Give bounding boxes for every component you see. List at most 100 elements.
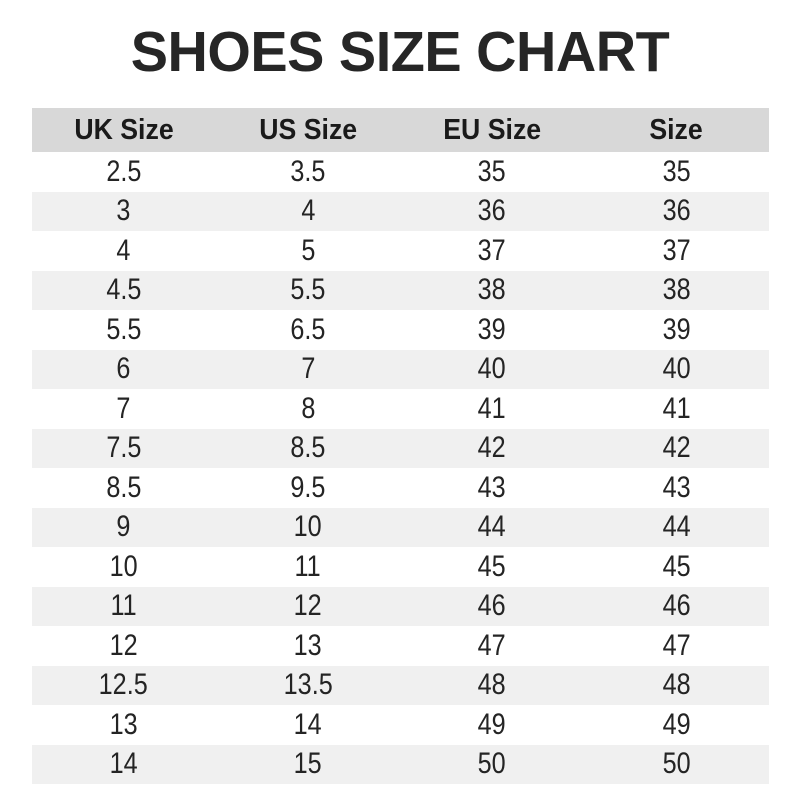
table-row: 10 11 45 45 bbox=[31, 547, 769, 587]
table-cell: 4 bbox=[32, 234, 216, 268]
size-value: 36 bbox=[478, 194, 507, 228]
table-cell: 15 bbox=[216, 747, 400, 781]
table-row: 4 5 37 37 bbox=[31, 231, 769, 271]
table-cell: 40 bbox=[400, 352, 584, 386]
column-header-label: Size bbox=[649, 113, 704, 146]
table-cell: 13.5 bbox=[216, 668, 400, 702]
table-cell: 48 bbox=[584, 668, 768, 702]
size-value: 47 bbox=[478, 628, 507, 662]
table-cell: 46 bbox=[400, 589, 584, 623]
size-value: 37 bbox=[478, 233, 507, 267]
size-value: 49 bbox=[478, 707, 507, 741]
table-cell: 14 bbox=[32, 747, 216, 781]
table-cell: 14 bbox=[216, 708, 400, 742]
size-value: 5.5 bbox=[290, 273, 326, 307]
table-row: 7.5 8.5 42 42 bbox=[31, 428, 769, 468]
table-cell: 46 bbox=[584, 589, 768, 623]
table-cell: 5.5 bbox=[32, 313, 216, 347]
size-value: 14 bbox=[109, 747, 138, 781]
table-cell: 42 bbox=[584, 431, 768, 465]
size-value: 38 bbox=[478, 273, 507, 307]
size-value: 3.5 bbox=[290, 154, 326, 188]
size-value: 41 bbox=[662, 391, 691, 425]
table-cell: 41 bbox=[400, 392, 584, 426]
size-value: 9.5 bbox=[290, 470, 326, 504]
table-cell: 13 bbox=[216, 629, 400, 663]
table-cell: 36 bbox=[584, 194, 768, 228]
table-cell: 50 bbox=[400, 747, 584, 781]
table-cell: 8.5 bbox=[32, 471, 216, 505]
table-row: 5.5 6.5 39 39 bbox=[31, 310, 769, 350]
table-row: 12.5 13.5 48 48 bbox=[31, 665, 769, 705]
size-value: 10 bbox=[109, 549, 138, 583]
table-cell: 38 bbox=[584, 273, 768, 307]
size-value: 39 bbox=[662, 312, 691, 346]
size-value: 4 bbox=[116, 233, 131, 267]
size-value: 36 bbox=[662, 194, 691, 228]
table-cell: 5.5 bbox=[216, 273, 400, 307]
size-value: 35 bbox=[662, 154, 691, 188]
table-cell: 4.5 bbox=[32, 273, 216, 307]
table-cell: 12 bbox=[32, 629, 216, 663]
column-header-us-size: US Size bbox=[216, 114, 400, 147]
table-cell: 12.5 bbox=[32, 668, 216, 702]
size-value: 12 bbox=[293, 589, 322, 623]
size-value: 39 bbox=[478, 312, 507, 346]
size-value: 9 bbox=[116, 510, 131, 544]
size-value: 45 bbox=[662, 549, 691, 583]
table-header-row: UK Size US Size EU Size Size bbox=[31, 108, 769, 152]
size-value: 6.5 bbox=[290, 312, 326, 346]
table-cell: 6.5 bbox=[216, 313, 400, 347]
size-value: 42 bbox=[662, 431, 691, 465]
table-cell: 49 bbox=[400, 708, 584, 742]
size-value: 50 bbox=[478, 747, 507, 781]
table-cell: 37 bbox=[400, 234, 584, 268]
table-cell: 2.5 bbox=[32, 155, 216, 189]
size-value: 44 bbox=[662, 510, 691, 544]
table-row: 6 7 40 40 bbox=[31, 349, 769, 389]
table-cell: 3.5 bbox=[216, 155, 400, 189]
table-cell: 35 bbox=[584, 155, 768, 189]
table-cell: 49 bbox=[584, 708, 768, 742]
table-cell: 43 bbox=[584, 471, 768, 505]
size-value: 44 bbox=[478, 510, 507, 544]
size-value: 38 bbox=[662, 273, 691, 307]
table-cell: 10 bbox=[32, 550, 216, 584]
size-value: 11 bbox=[294, 549, 321, 583]
table-cell: 35 bbox=[400, 155, 584, 189]
size-value: 15 bbox=[293, 747, 322, 781]
table-row: 9 10 44 44 bbox=[31, 507, 769, 547]
table-cell: 3 bbox=[32, 194, 216, 228]
size-value: 40 bbox=[478, 352, 507, 386]
table-cell: 48 bbox=[400, 668, 584, 702]
size-value: 13 bbox=[293, 628, 322, 662]
size-value: 14 bbox=[293, 707, 322, 741]
size-value: 6 bbox=[116, 352, 131, 386]
column-header-size: Size bbox=[584, 114, 768, 147]
table-cell: 36 bbox=[400, 194, 584, 228]
size-value: 48 bbox=[478, 668, 507, 702]
column-header-label: US Size bbox=[258, 113, 357, 146]
table-cell: 41 bbox=[584, 392, 768, 426]
size-value: 7 bbox=[300, 352, 315, 386]
table-cell: 8.5 bbox=[216, 431, 400, 465]
size-value: 43 bbox=[662, 470, 691, 504]
size-value: 40 bbox=[662, 352, 691, 386]
table-cell: 5 bbox=[216, 234, 400, 268]
table-cell: 6 bbox=[32, 352, 216, 386]
table-cell: 4 bbox=[216, 194, 400, 228]
table-cell: 10 bbox=[216, 510, 400, 544]
table-row: 8.5 9.5 43 43 bbox=[31, 468, 769, 508]
table-cell: 9.5 bbox=[216, 471, 400, 505]
size-value: 5.5 bbox=[106, 312, 142, 346]
size-value: 37 bbox=[662, 233, 691, 267]
table-row: 2.5 3.5 35 35 bbox=[31, 152, 769, 192]
size-value: 8.5 bbox=[106, 470, 142, 504]
size-value: 49 bbox=[662, 707, 691, 741]
table-cell: 47 bbox=[400, 629, 584, 663]
column-header-uk-size: UK Size bbox=[32, 114, 216, 147]
table-cell: 47 bbox=[584, 629, 768, 663]
table-cell: 11 bbox=[32, 589, 216, 623]
table-cell: 39 bbox=[584, 313, 768, 347]
table-cell: 43 bbox=[400, 471, 584, 505]
